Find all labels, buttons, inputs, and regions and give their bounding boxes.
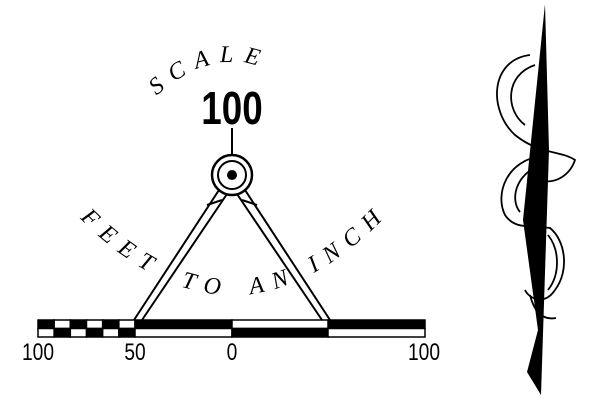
bar-cell bbox=[37, 327, 55, 338]
bar-cell bbox=[101, 319, 120, 330]
bar-cell bbox=[101, 327, 120, 338]
bar-cell bbox=[231, 327, 330, 338]
bar-cell bbox=[53, 327, 72, 338]
scale-bar bbox=[37, 319, 426, 338]
bar-cell bbox=[85, 319, 104, 330]
bar-cell bbox=[327, 319, 426, 330]
bar-cell bbox=[85, 327, 104, 338]
bar-label: 100 bbox=[408, 338, 440, 366]
scale-word: AN bbox=[245, 262, 302, 301]
scale-word-text: INCH bbox=[303, 198, 384, 278]
scale-number: 100 bbox=[201, 82, 262, 134]
bar-cell bbox=[37, 319, 55, 330]
bar-cell bbox=[118, 327, 136, 338]
bar-cell bbox=[69, 327, 88, 338]
bar-label: 100 bbox=[22, 338, 54, 366]
compass-pivot bbox=[227, 170, 237, 180]
bar-label: 50 bbox=[124, 338, 145, 366]
bar-cell bbox=[118, 319, 136, 330]
scale-word: INCH bbox=[303, 198, 394, 278]
bar-cell bbox=[134, 319, 233, 330]
scale-word-text: AN bbox=[245, 262, 292, 301]
bar-cell bbox=[69, 319, 88, 330]
bar-cell bbox=[53, 319, 72, 330]
bar-label: 0 bbox=[227, 338, 238, 366]
compass-legs bbox=[133, 189, 331, 321]
bar-cell bbox=[134, 327, 233, 338]
scale-word-text: FEET bbox=[75, 203, 157, 282]
scale-word: FEET bbox=[75, 203, 167, 282]
scale-word: TO bbox=[179, 267, 232, 301]
bar-cell bbox=[327, 327, 426, 338]
pen-ribbon bbox=[496, 4, 577, 395]
bar-cell bbox=[231, 319, 330, 330]
scale-word-text: TO bbox=[179, 267, 222, 301]
